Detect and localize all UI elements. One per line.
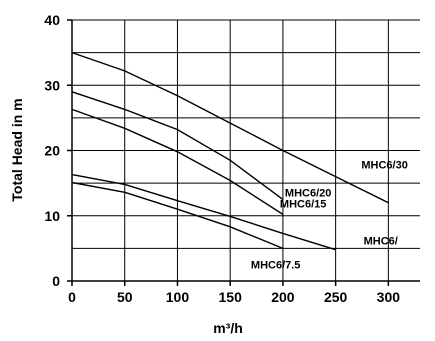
axes bbox=[67, 19, 420, 286]
y-tick-label: 0 bbox=[52, 273, 60, 289]
x-axis-title: m³/h bbox=[213, 320, 243, 336]
series-label: MHC6/30 bbox=[361, 160, 407, 172]
x-tick-label: 100 bbox=[166, 289, 190, 305]
x-tick-label: 250 bbox=[324, 289, 348, 305]
x-tick-label: 150 bbox=[219, 289, 243, 305]
series-label: MHC6/15 bbox=[280, 198, 326, 210]
x-tick-label: 200 bbox=[271, 289, 295, 305]
y-axis-title: Total Head in m bbox=[9, 98, 25, 201]
series-line-mhc6-15 bbox=[71, 108, 284, 215]
x-tick-label: 300 bbox=[377, 289, 401, 305]
series-line-mhc6-30 bbox=[71, 51, 389, 204]
series-line-mhc6- bbox=[71, 173, 336, 251]
x-tick-label: 0 bbox=[68, 289, 76, 305]
y-tick-labels: 0 10 20 30 40 bbox=[44, 12, 60, 289]
series-label: MHC6/7.5 bbox=[251, 259, 301, 271]
y-tick-label: 30 bbox=[44, 77, 60, 93]
series-line-mhc6-7-5 bbox=[71, 181, 284, 250]
grid bbox=[72, 19, 420, 281]
y-tick-label: 10 bbox=[44, 208, 60, 224]
y-tick-label: 40 bbox=[44, 12, 60, 28]
y-tick-label: 20 bbox=[44, 143, 60, 159]
series-label: MHC6/ bbox=[364, 236, 398, 248]
x-tick-labels: 0 50 100 150 200 250 300 bbox=[68, 289, 400, 305]
series-lines bbox=[71, 51, 389, 251]
series-line-mhc6-20 bbox=[71, 91, 284, 200]
series-label: MHC6/20 bbox=[285, 187, 331, 199]
x-tick-label: 50 bbox=[117, 289, 133, 305]
